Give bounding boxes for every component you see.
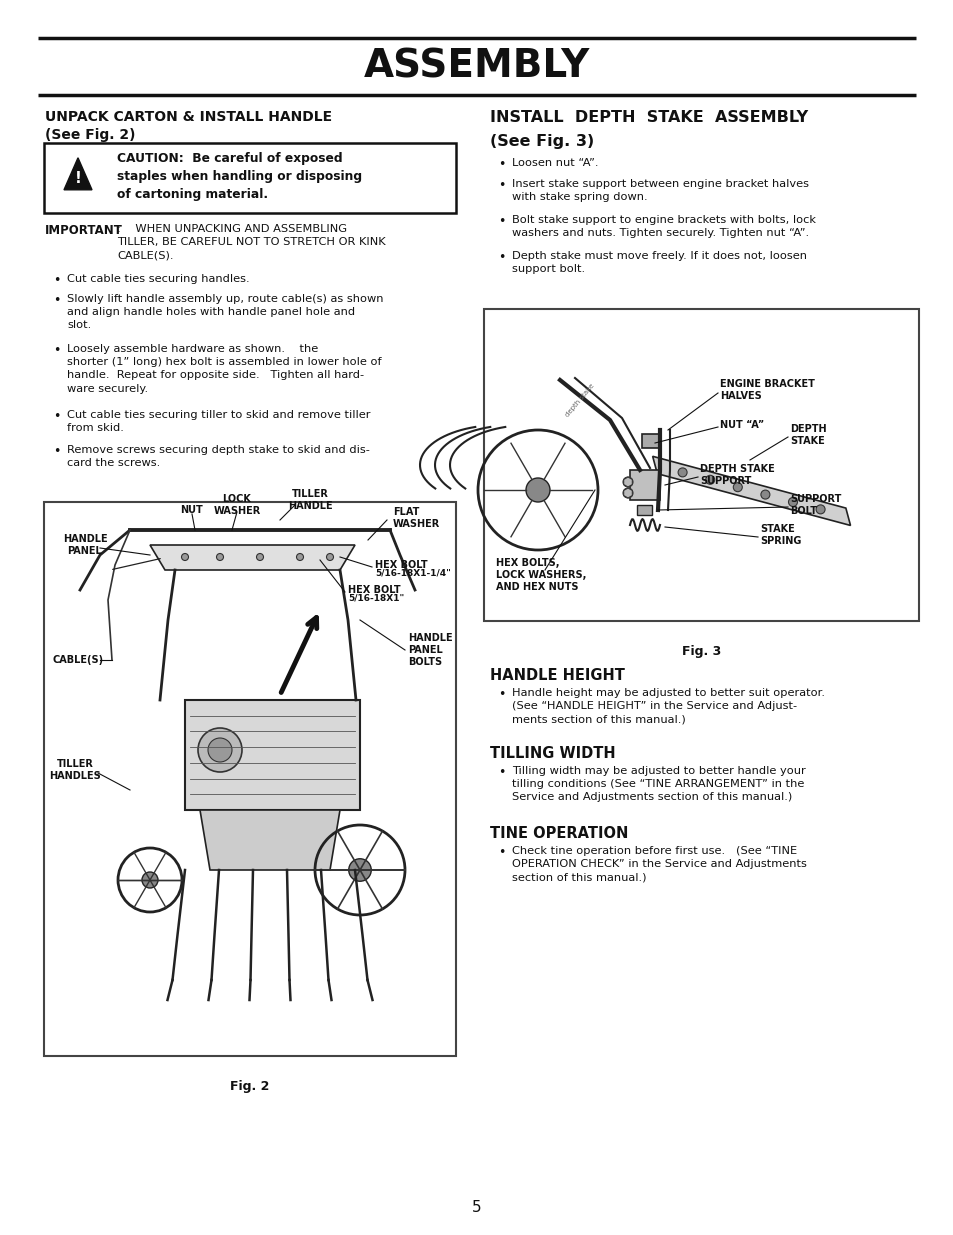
Text: •: •: [497, 766, 505, 779]
Text: IMPORTANT: IMPORTANT: [45, 224, 123, 237]
Text: TINE OPERATION: TINE OPERATION: [490, 826, 628, 841]
Text: FLAT
WASHER: FLAT WASHER: [393, 508, 439, 529]
Circle shape: [349, 858, 371, 882]
Circle shape: [760, 490, 769, 499]
FancyBboxPatch shape: [483, 309, 918, 621]
Text: •: •: [497, 158, 505, 170]
Text: (See Fig. 3): (See Fig. 3): [490, 135, 594, 149]
FancyBboxPatch shape: [637, 505, 651, 515]
Polygon shape: [150, 545, 355, 571]
Circle shape: [142, 872, 158, 888]
Text: Check tine operation before first use.   (See “TINE
OPERATION CHECK” in the Serv: Check tine operation before first use. (…: [512, 846, 806, 882]
Text: Depth stake must move freely. If it does not, loosen
support bolt.: Depth stake must move freely. If it does…: [512, 251, 806, 274]
Text: HANDLE
PANEL
BOLTS: HANDLE PANEL BOLTS: [408, 634, 452, 667]
Circle shape: [678, 468, 686, 477]
FancyBboxPatch shape: [44, 143, 456, 212]
Text: (See Fig. 2): (See Fig. 2): [45, 128, 135, 142]
Text: •: •: [53, 345, 60, 357]
Circle shape: [216, 553, 223, 561]
Circle shape: [525, 478, 550, 501]
Text: Insert stake support between engine bracket halves
with stake spring down.: Insert stake support between engine brac…: [512, 179, 808, 201]
Circle shape: [181, 553, 189, 561]
Text: NUT “A”: NUT “A”: [720, 420, 763, 430]
Text: •: •: [53, 294, 60, 306]
Text: •: •: [497, 251, 505, 263]
Text: CABLE(S): CABLE(S): [52, 655, 104, 664]
Circle shape: [208, 739, 232, 762]
Circle shape: [256, 553, 263, 561]
Text: depth stake: depth stake: [564, 383, 595, 417]
Text: TILLING WIDTH: TILLING WIDTH: [490, 746, 615, 761]
Text: Fig. 2: Fig. 2: [230, 1079, 270, 1093]
Text: •: •: [53, 445, 60, 458]
Text: HEX BOLT: HEX BOLT: [348, 585, 400, 595]
Text: Cut cable ties securing handles.: Cut cable ties securing handles.: [67, 274, 250, 284]
Text: Loosely assemble hardware as shown.    the
shorter (1” long) hex bolt is assembl: Loosely assemble hardware as shown. the …: [67, 345, 381, 394]
Text: STAKE
SPRING: STAKE SPRING: [760, 524, 801, 546]
Text: •: •: [497, 846, 505, 860]
Polygon shape: [623, 488, 632, 498]
Text: Loosen nut “A”.: Loosen nut “A”.: [512, 158, 598, 168]
Text: Handle height may be adjusted to better suit operator.
(See “HANDLE HEIGHT” in t: Handle height may be adjusted to better …: [512, 688, 824, 725]
Circle shape: [296, 553, 303, 561]
Text: :    WHEN UNPACKING AND ASSEMBLING
TILLER, BE CAREFUL NOT TO STRETCH OR KINK
CAB: : WHEN UNPACKING AND ASSEMBLING TILLER, …: [117, 224, 385, 261]
Text: HEX BOLTS,
LOCK WASHERS,
AND HEX NUTS: HEX BOLTS, LOCK WASHERS, AND HEX NUTS: [496, 558, 586, 592]
Text: Remove screws securing depth stake to skid and dis-
card the screws.: Remove screws securing depth stake to sk…: [67, 445, 370, 468]
Text: •: •: [497, 688, 505, 701]
Text: TILLER
HANDLE: TILLER HANDLE: [288, 489, 332, 511]
Text: TILLER
HANDLES: TILLER HANDLES: [49, 760, 101, 781]
FancyBboxPatch shape: [44, 501, 456, 1056]
Circle shape: [198, 727, 242, 772]
Text: ENGINE BRACKET
HALVES: ENGINE BRACKET HALVES: [720, 379, 814, 401]
Text: ASSEMBLY: ASSEMBLY: [363, 47, 590, 85]
Text: NUT: NUT: [180, 505, 203, 515]
Circle shape: [733, 483, 741, 492]
Circle shape: [326, 553, 334, 561]
Text: CAUTION:  Be careful of exposed
staples when handling or disposing
of cartoning : CAUTION: Be careful of exposed staples w…: [117, 152, 362, 201]
Polygon shape: [623, 477, 632, 487]
Circle shape: [815, 505, 824, 514]
Text: 5/16-18X1-1/4": 5/16-18X1-1/4": [375, 568, 451, 578]
Text: HANDLE HEIGHT: HANDLE HEIGHT: [490, 668, 624, 683]
Circle shape: [788, 498, 797, 506]
Text: Slowly lift handle assembly up, route cable(s) as shown
and align handle holes w: Slowly lift handle assembly up, route ca…: [67, 294, 383, 330]
Circle shape: [705, 475, 714, 484]
Circle shape: [622, 488, 633, 498]
Text: Tilling width may be adjusted to better handle your
tilling conditions (See “TIN: Tilling width may be adjusted to better …: [512, 766, 805, 803]
Text: !: !: [74, 172, 81, 186]
Text: SUPPORT
BOLT: SUPPORT BOLT: [789, 494, 841, 516]
Text: UNPACK CARTON & INSTALL HANDLE: UNPACK CARTON & INSTALL HANDLE: [45, 110, 332, 124]
Text: Fig. 3: Fig. 3: [681, 645, 720, 658]
Circle shape: [622, 477, 633, 487]
Polygon shape: [652, 456, 850, 525]
Polygon shape: [200, 810, 339, 869]
Text: Bolt stake support to engine brackets with bolts, lock
washers and nuts. Tighten: Bolt stake support to engine brackets wi…: [512, 215, 815, 237]
Text: HEX BOLT: HEX BOLT: [375, 559, 427, 571]
Text: Cut cable ties securing tiller to skid and remove tiller
from skid.: Cut cable ties securing tiller to skid a…: [67, 410, 370, 433]
Text: •: •: [53, 274, 60, 287]
Text: DEPTH
STAKE: DEPTH STAKE: [789, 424, 825, 446]
Text: •: •: [497, 215, 505, 227]
Polygon shape: [64, 158, 91, 190]
Bar: [185, 700, 359, 810]
Text: HANDLE
PANEL: HANDLE PANEL: [63, 535, 107, 556]
Text: 5: 5: [472, 1200, 481, 1215]
Text: •: •: [497, 179, 505, 191]
Text: LOCK
WASHER: LOCK WASHER: [213, 494, 260, 516]
Text: DEPTH STAKE
SUPPORT: DEPTH STAKE SUPPORT: [700, 464, 774, 485]
Polygon shape: [629, 471, 659, 500]
Text: INSTALL  DEPTH  STAKE  ASSEMBLY: INSTALL DEPTH STAKE ASSEMBLY: [490, 110, 807, 125]
FancyBboxPatch shape: [641, 433, 659, 448]
Text: 5/16-18X1": 5/16-18X1": [348, 594, 404, 603]
Text: •: •: [53, 410, 60, 424]
